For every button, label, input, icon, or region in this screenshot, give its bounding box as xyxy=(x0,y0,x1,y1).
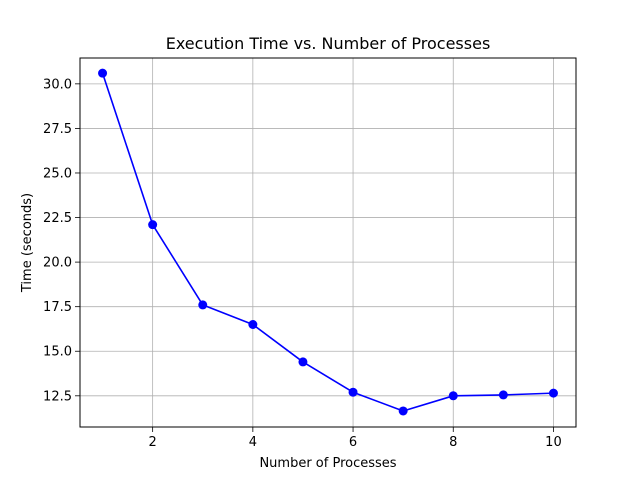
data-point xyxy=(398,406,408,416)
series-layer xyxy=(98,68,558,416)
series-line xyxy=(101,72,554,412)
data-point xyxy=(498,390,508,400)
x-axis-label: Number of Processes xyxy=(259,456,396,471)
y-tick-label: 30.0 xyxy=(43,77,72,92)
data-point xyxy=(298,357,308,367)
y-tick-label: 17.5 xyxy=(43,300,72,315)
data-point xyxy=(448,391,458,401)
y-tick-label: 15.0 xyxy=(43,345,72,360)
chart-title: Execution Time vs. Number of Processes xyxy=(166,34,491,53)
x-tick-label: 4 xyxy=(249,435,257,450)
x-tick-label: 8 xyxy=(449,435,457,450)
y-tick-label: 25.0 xyxy=(43,166,72,181)
y-tick-label: 12.5 xyxy=(43,389,72,404)
grid-lines xyxy=(80,58,576,427)
data-point xyxy=(148,220,158,230)
plot-frame xyxy=(79,57,577,428)
y-tick-label: 22.5 xyxy=(43,211,72,226)
data-point xyxy=(348,387,358,397)
data-point xyxy=(548,388,558,398)
y-axis-label: Time (seconds) xyxy=(20,193,35,293)
axis-ticks: 2 4 6 8 10 12.5 15.0 17.5 20.0 22.5 25.0 27.5 30.0 xyxy=(43,77,562,450)
data-point xyxy=(98,68,108,78)
y-tick-label: 27.5 xyxy=(43,122,72,137)
x-tick-label: 6 xyxy=(349,435,357,450)
data-point xyxy=(198,300,208,310)
data-point xyxy=(248,320,258,329)
x-tick-label: 10 xyxy=(545,435,562,450)
y-tick-label: 20.0 xyxy=(43,256,72,271)
x-tick-label: 2 xyxy=(149,435,157,450)
